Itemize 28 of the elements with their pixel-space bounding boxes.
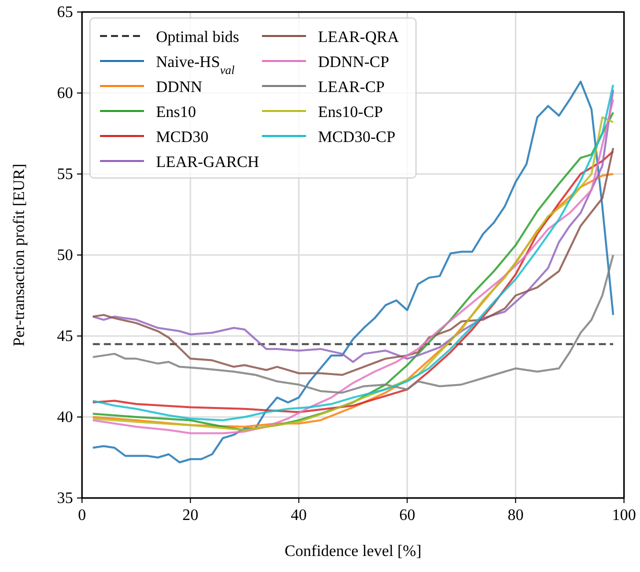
x-tick-label: 40 [290, 507, 307, 524]
x-tick-label: 0 [78, 507, 86, 524]
x-axis-title: Confidence level [%] [284, 543, 422, 560]
y-tick-label: 45 [57, 328, 73, 345]
legend-label: MCD30-CP [318, 129, 396, 146]
x-tick-label: 80 [508, 507, 524, 524]
x-tick-label: 100 [612, 507, 636, 524]
y-tick-label: 65 [57, 4, 73, 21]
legend-label: DDNN [156, 79, 203, 96]
legend-label: Ens10-CP [318, 104, 383, 121]
legend-label: LEAR-QRA [318, 29, 400, 46]
legend-label: MCD30 [156, 129, 208, 146]
y-tick-label: 50 [57, 247, 73, 264]
x-tick-label: 60 [399, 507, 416, 524]
y-tick-label: 60 [57, 85, 73, 102]
y-tick-label: 40 [57, 409, 73, 426]
x-tick-label: 20 [182, 507, 198, 524]
legend-label: Ens10 [156, 104, 196, 121]
line-series [92, 147, 614, 376]
legend-label: Naive-HS$_{val}$ [156, 54, 236, 77]
legend-label: LEAR-GARCH [156, 154, 260, 171]
y-axis-title: Per-transaction profit [EUR] [11, 164, 28, 346]
y-tick-label: 55 [57, 166, 73, 183]
legend-label: Optimal bids [156, 29, 240, 46]
legend-label: DDNN-CP [318, 54, 390, 71]
legend-label: LEAR-CP [318, 79, 385, 96]
line-series [92, 254, 614, 394]
y-tick-label: 35 [57, 490, 73, 507]
